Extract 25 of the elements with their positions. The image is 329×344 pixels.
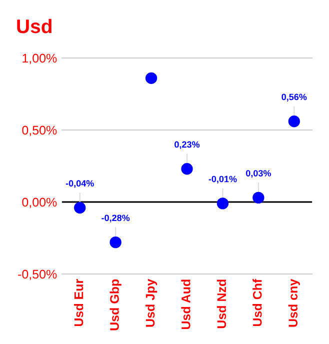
data-label: -0,28% [102, 214, 130, 222]
x-tick-label: Usd Gbp [110, 279, 122, 330]
y-tick-label: 1,00% [22, 54, 57, 64]
data-label: -0,04% [66, 180, 94, 188]
data-label: 0,23% [174, 141, 200, 149]
y-tick-label: -0,50% [18, 270, 57, 280]
data-label: -0,01% [208, 176, 237, 184]
data-label: 0,03% [246, 170, 271, 178]
data-label: 0,56% [282, 94, 307, 102]
x-tick-label: Usd Aud [181, 280, 190, 330]
point [216, 198, 229, 210]
x-tick-label: Usd Eur [74, 279, 84, 326]
point [252, 192, 264, 204]
x-tick-label: Usd Chf [252, 278, 262, 326]
x-tick-label: Usd cny [288, 278, 300, 327]
point [288, 116, 300, 128]
chart-title: Usd [17, 18, 52, 34]
y-tick-label: 0,00% [22, 198, 57, 208]
x-tick-label: Usd Jpy [145, 278, 158, 327]
x-tick-label: Usd Nzd [216, 280, 226, 328]
point [74, 202, 86, 214]
point [110, 236, 122, 248]
y-tick-label: 0,50% [22, 126, 57, 136]
point [145, 72, 158, 84]
point [181, 163, 193, 175]
